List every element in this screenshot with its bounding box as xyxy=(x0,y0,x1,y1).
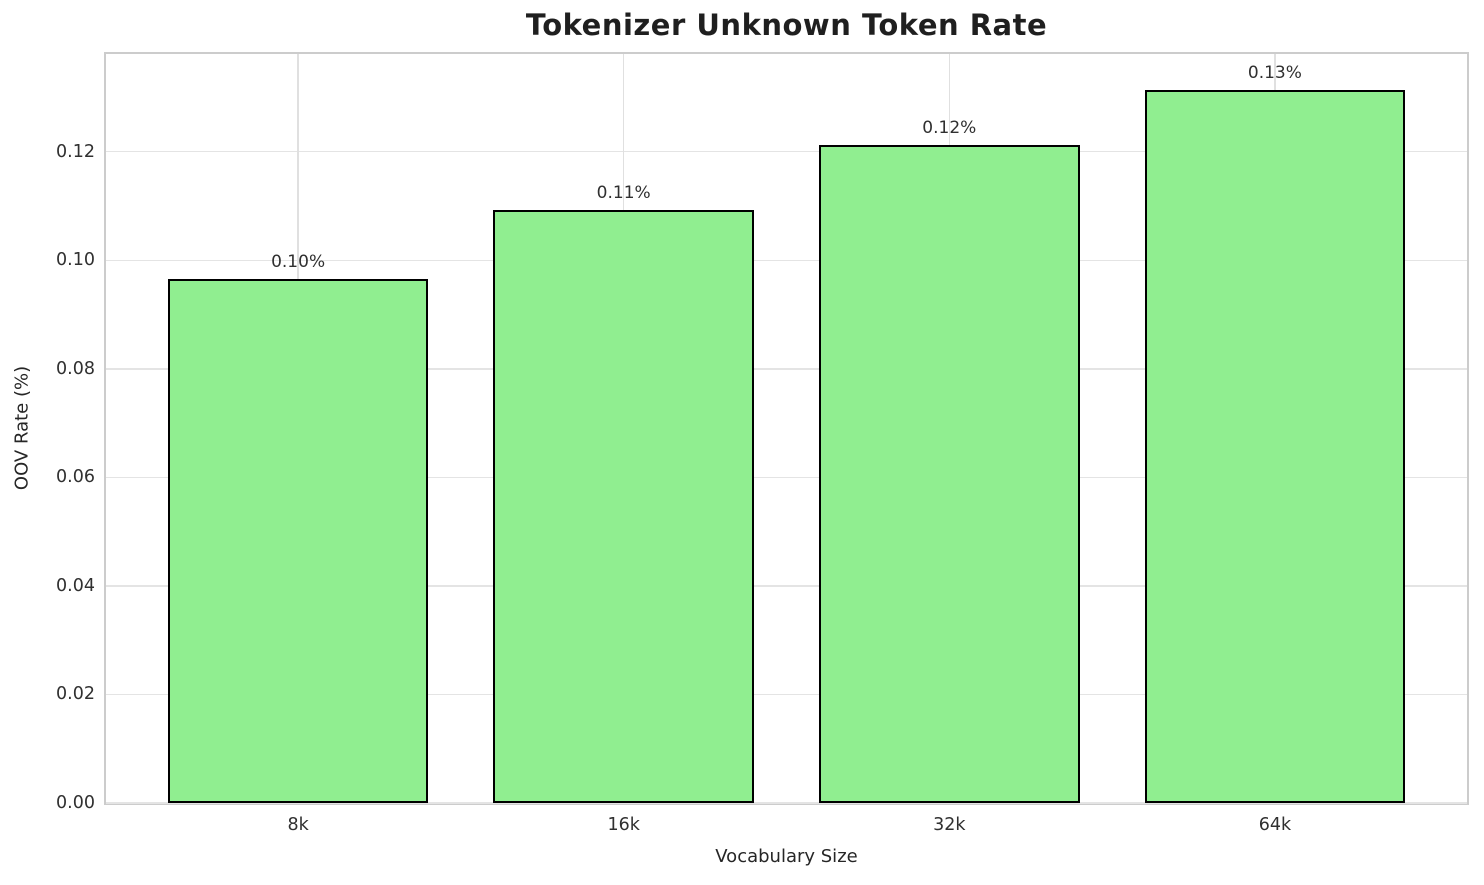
y-axis-label: OOV Rate (%) xyxy=(11,365,33,491)
bar-value-label: 0.12% xyxy=(922,117,977,138)
bar xyxy=(493,210,754,803)
y-tick-label: 0.08 xyxy=(56,358,95,379)
horizontal-gridline xyxy=(106,693,1467,696)
x-tick-label: 64k xyxy=(1258,815,1292,835)
plot-area: 0.00 0.02 0.04 0.06 0.08 0.10 0.12 0.10% 8k 0.11%… xyxy=(56,52,1469,835)
y-tick-label: 0.00 xyxy=(56,793,95,813)
bar-value-label: 0.10% xyxy=(271,251,326,272)
y-tick-label: 0.10 xyxy=(56,250,95,271)
x-axis-label: Vocabulary Size xyxy=(715,846,858,867)
horizontal-gridline xyxy=(106,150,1467,153)
bar xyxy=(819,144,1080,803)
horizontal-gridline xyxy=(106,802,1467,804)
horizontal-gridline xyxy=(106,476,1467,479)
bar xyxy=(1144,90,1406,803)
y-tick-label: 0.06 xyxy=(56,467,95,488)
y-tick-label: 0.02 xyxy=(56,684,95,705)
chart-title: Tokenizer Unknown Token Rate xyxy=(525,8,1048,42)
bar-value-label: 0.13% xyxy=(1247,63,1302,84)
x-tick-label: 32k xyxy=(933,815,966,835)
horizontal-gridline xyxy=(106,368,1467,370)
y-tick-label: 0.04 xyxy=(56,575,95,596)
bar-value-label: 0.11% xyxy=(596,183,651,204)
horizontal-gridline xyxy=(106,585,1467,587)
y-tick-label: 0.12 xyxy=(56,141,95,162)
x-tick-label: 16k xyxy=(607,815,640,835)
x-tick-label: 8k xyxy=(287,815,309,835)
bar xyxy=(167,278,429,803)
horizontal-gridline xyxy=(106,259,1467,261)
